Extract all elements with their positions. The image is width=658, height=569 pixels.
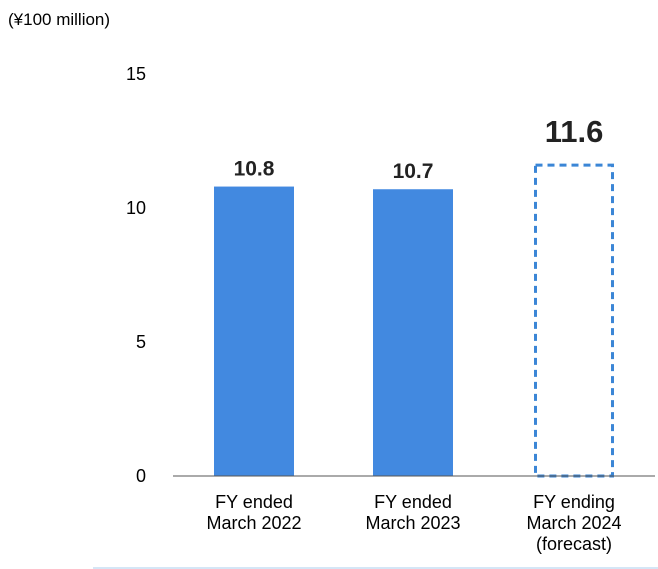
x-tick-label: FY ending March 2024 (forecast) xyxy=(526,492,621,554)
data-label: 10.8 xyxy=(234,158,275,181)
y-tick-label: 15 xyxy=(126,64,146,84)
y-tick-label: 10 xyxy=(126,198,146,218)
y-tick-label: 0 xyxy=(136,466,146,486)
unit-label: (¥100 million) xyxy=(8,10,111,29)
x-tick-label: FY ended March 2022 xyxy=(206,492,301,533)
data-label: 11.6 xyxy=(545,114,604,149)
forecast-bar xyxy=(534,163,614,478)
bar xyxy=(214,186,294,476)
bar xyxy=(373,189,453,477)
x-tick-label: FY ended March 2023 xyxy=(365,492,460,533)
y-tick-label: 5 xyxy=(136,332,146,352)
data-label: 10.7 xyxy=(393,160,434,183)
